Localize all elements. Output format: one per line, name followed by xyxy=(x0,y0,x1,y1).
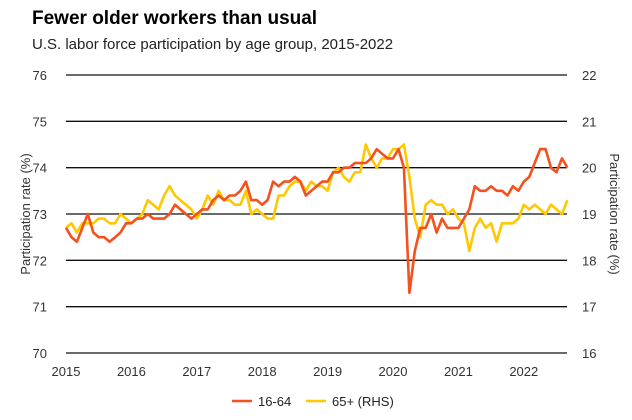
gridlines xyxy=(66,74,567,354)
y-tick-label: 76 xyxy=(33,68,47,83)
x-tick-label: 2015 xyxy=(52,364,81,379)
legend-label: 16-64 xyxy=(258,394,291,409)
legend-label: 65+ (RHS) xyxy=(332,394,394,409)
chart-subtitle: U.S. labor force participation by age gr… xyxy=(32,36,394,53)
chart-title: Fewer older workers than usual xyxy=(32,8,318,29)
y2-tick-label: 16 xyxy=(582,346,596,361)
series-line-65-plus xyxy=(65,143,569,253)
x-axis-ticks: 2015 2016 2017 2018 2019 2020 2021 2022 xyxy=(52,364,539,379)
y-tick-label: 72 xyxy=(33,253,47,268)
y-axis-right-title: Participation rate (%) xyxy=(607,153,622,274)
x-tick-label: 2017 xyxy=(182,364,211,379)
legend: 16-64 65+ (RHS) xyxy=(232,394,394,409)
y2-tick-label: 19 xyxy=(582,207,596,222)
y-tick-label: 74 xyxy=(33,161,47,176)
x-tick-label: 2020 xyxy=(379,364,408,379)
y-tick-label: 75 xyxy=(33,114,47,129)
y2-tick-label: 18 xyxy=(582,253,596,268)
series-lines xyxy=(64,143,569,295)
y2-tick-label: 17 xyxy=(582,300,596,315)
legend-item: 65+ (RHS) xyxy=(306,394,394,409)
y2-tick-label: 21 xyxy=(582,114,596,129)
y-axis-left-title: Participation rate (%) xyxy=(18,153,33,274)
legend-item: 16-64 xyxy=(232,394,291,409)
x-tick-label: 2019 xyxy=(313,364,342,379)
y-axis-right-ticks: 16 17 18 19 20 21 22 xyxy=(582,68,596,361)
y-tick-label: 70 xyxy=(33,346,47,361)
series-line-16-64 xyxy=(64,147,569,295)
x-tick-label: 2016 xyxy=(117,364,146,379)
x-tick-label: 2021 xyxy=(444,364,473,379)
y2-tick-label: 20 xyxy=(582,161,596,176)
y-axis-left-ticks: 70 71 72 73 74 75 76 xyxy=(33,68,47,361)
y-tick-label: 71 xyxy=(33,300,47,315)
x-tick-label: 2022 xyxy=(509,364,538,379)
y2-tick-label: 22 xyxy=(582,68,596,83)
x-tick-label: 2018 xyxy=(248,364,277,379)
y-tick-label: 73 xyxy=(33,207,47,222)
